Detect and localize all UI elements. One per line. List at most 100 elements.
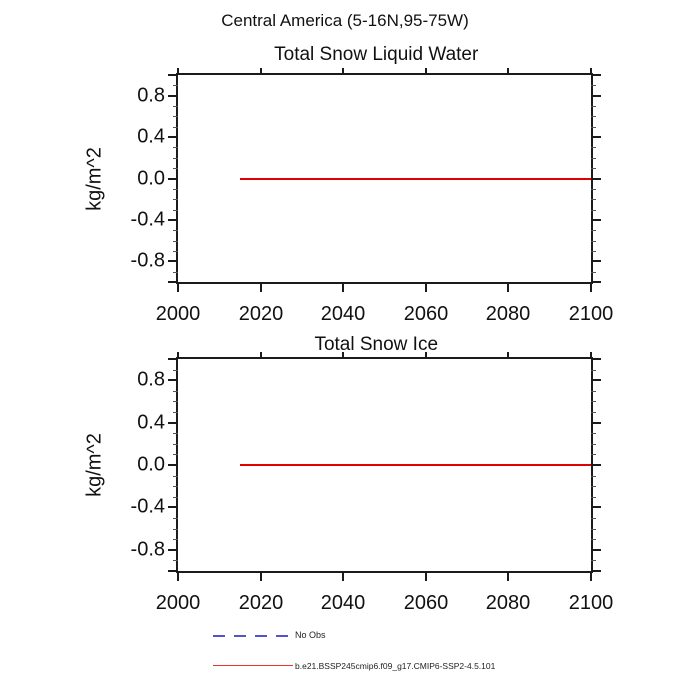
x-tick-label: 2060 (403, 592, 449, 614)
x-tick-label: 2040 (320, 303, 366, 325)
panel-total-snow-liquid-water: Total Snow Liquid Water kg/m^2 2000 2020 2… (84, 44, 614, 325)
y-tick (173, 272, 178, 273)
series-line (240, 464, 591, 466)
x-tick-label: 2080 (485, 592, 531, 614)
panel-title: Total Snow Ice (314, 334, 439, 355)
x-tick (507, 571, 509, 581)
y-tick (591, 412, 596, 413)
y-tick (173, 444, 178, 445)
y-tick (591, 158, 596, 159)
y-tick (173, 412, 178, 413)
legend-label-model-run: b.e21.BSSP245cmip6.f09_g17.CMIP6-SSP2-4.… (295, 661, 496, 671)
y-tick (591, 422, 601, 424)
x-tick (260, 571, 262, 581)
y-tick (591, 147, 596, 148)
y-tick (591, 454, 596, 455)
y-tick (591, 251, 596, 252)
y-tick (591, 178, 601, 180)
y-tick (168, 422, 178, 424)
x-tick-label: 2020 (238, 592, 284, 614)
y-tick (168, 379, 178, 381)
y-tick (591, 570, 601, 572)
x-tick-label: 2060 (403, 303, 449, 325)
y-tick (173, 210, 178, 211)
y-tick (173, 497, 178, 498)
y-tick (591, 539, 596, 540)
legend-key-dashed-line (213, 635, 289, 637)
y-tick (591, 391, 596, 392)
x-tick-label: 2100 (568, 592, 614, 614)
y-tick (173, 539, 178, 540)
y-tick (591, 401, 596, 402)
y-tick (168, 281, 178, 283)
y-tick (591, 219, 601, 221)
x-tick (342, 352, 344, 359)
x-tick-label: 2020 (238, 303, 284, 325)
y-tick (168, 358, 178, 360)
y-tick (591, 560, 596, 561)
x-tick (590, 282, 592, 292)
y-tick (591, 168, 596, 169)
x-tick (425, 352, 427, 359)
y-tick (168, 506, 178, 508)
y-tick (173, 189, 178, 190)
y-tick (591, 370, 596, 371)
y-tick (591, 497, 596, 498)
y-tick (173, 486, 178, 487)
legend-label-no-obs: No Obs (295, 630, 326, 640)
y-tick-label: -0.4 (130, 208, 165, 231)
y-tick (591, 74, 601, 76)
y-tick (173, 147, 178, 148)
y-tick (173, 116, 178, 117)
y-tick-label: -0.8 (130, 538, 165, 561)
y-tick (591, 127, 596, 128)
y-tick (173, 106, 178, 107)
x-tick-label: 2040 (320, 592, 366, 614)
y-tick (591, 106, 596, 107)
y-tick (173, 199, 178, 200)
y-tick (173, 401, 178, 402)
x-tick (342, 571, 344, 581)
y-tick (173, 168, 178, 169)
y-tick (591, 241, 596, 242)
y-tick (173, 230, 178, 231)
x-tick (590, 68, 592, 75)
y-tick (168, 178, 178, 180)
x-tick-label: 2100 (568, 303, 614, 325)
y-tick (591, 85, 596, 86)
y-tick (591, 230, 596, 231)
y-tick (168, 570, 178, 572)
y-tick (173, 251, 178, 252)
y-tick (173, 158, 178, 159)
x-tick (342, 282, 344, 292)
y-tick (173, 476, 178, 477)
y-tick-label: -0.4 (130, 495, 165, 518)
y-tick (591, 95, 601, 97)
y-tick (591, 464, 601, 466)
y-tick (168, 260, 178, 262)
y-tick-label: 0.8 (137, 84, 165, 107)
y-tick (591, 476, 596, 477)
y-tick (173, 85, 178, 86)
x-tick (425, 68, 427, 75)
y-tick (591, 260, 601, 262)
y-tick (591, 549, 601, 551)
y-tick-label: 0.0 (137, 167, 165, 190)
x-tick (177, 571, 179, 581)
y-tick (173, 529, 178, 530)
y-tick (591, 529, 596, 530)
y-tick (168, 549, 178, 551)
y-tick (591, 281, 601, 283)
y-tick (591, 210, 596, 211)
y-tick (591, 444, 596, 445)
y-tick-label: 0.0 (137, 453, 165, 476)
y-tick (591, 136, 601, 138)
y-tick (173, 241, 178, 242)
y-tick (168, 464, 178, 466)
y-tick (591, 506, 601, 508)
x-tick (177, 352, 179, 359)
y-tick (168, 219, 178, 221)
x-tick (177, 282, 179, 292)
series-line (240, 178, 591, 180)
